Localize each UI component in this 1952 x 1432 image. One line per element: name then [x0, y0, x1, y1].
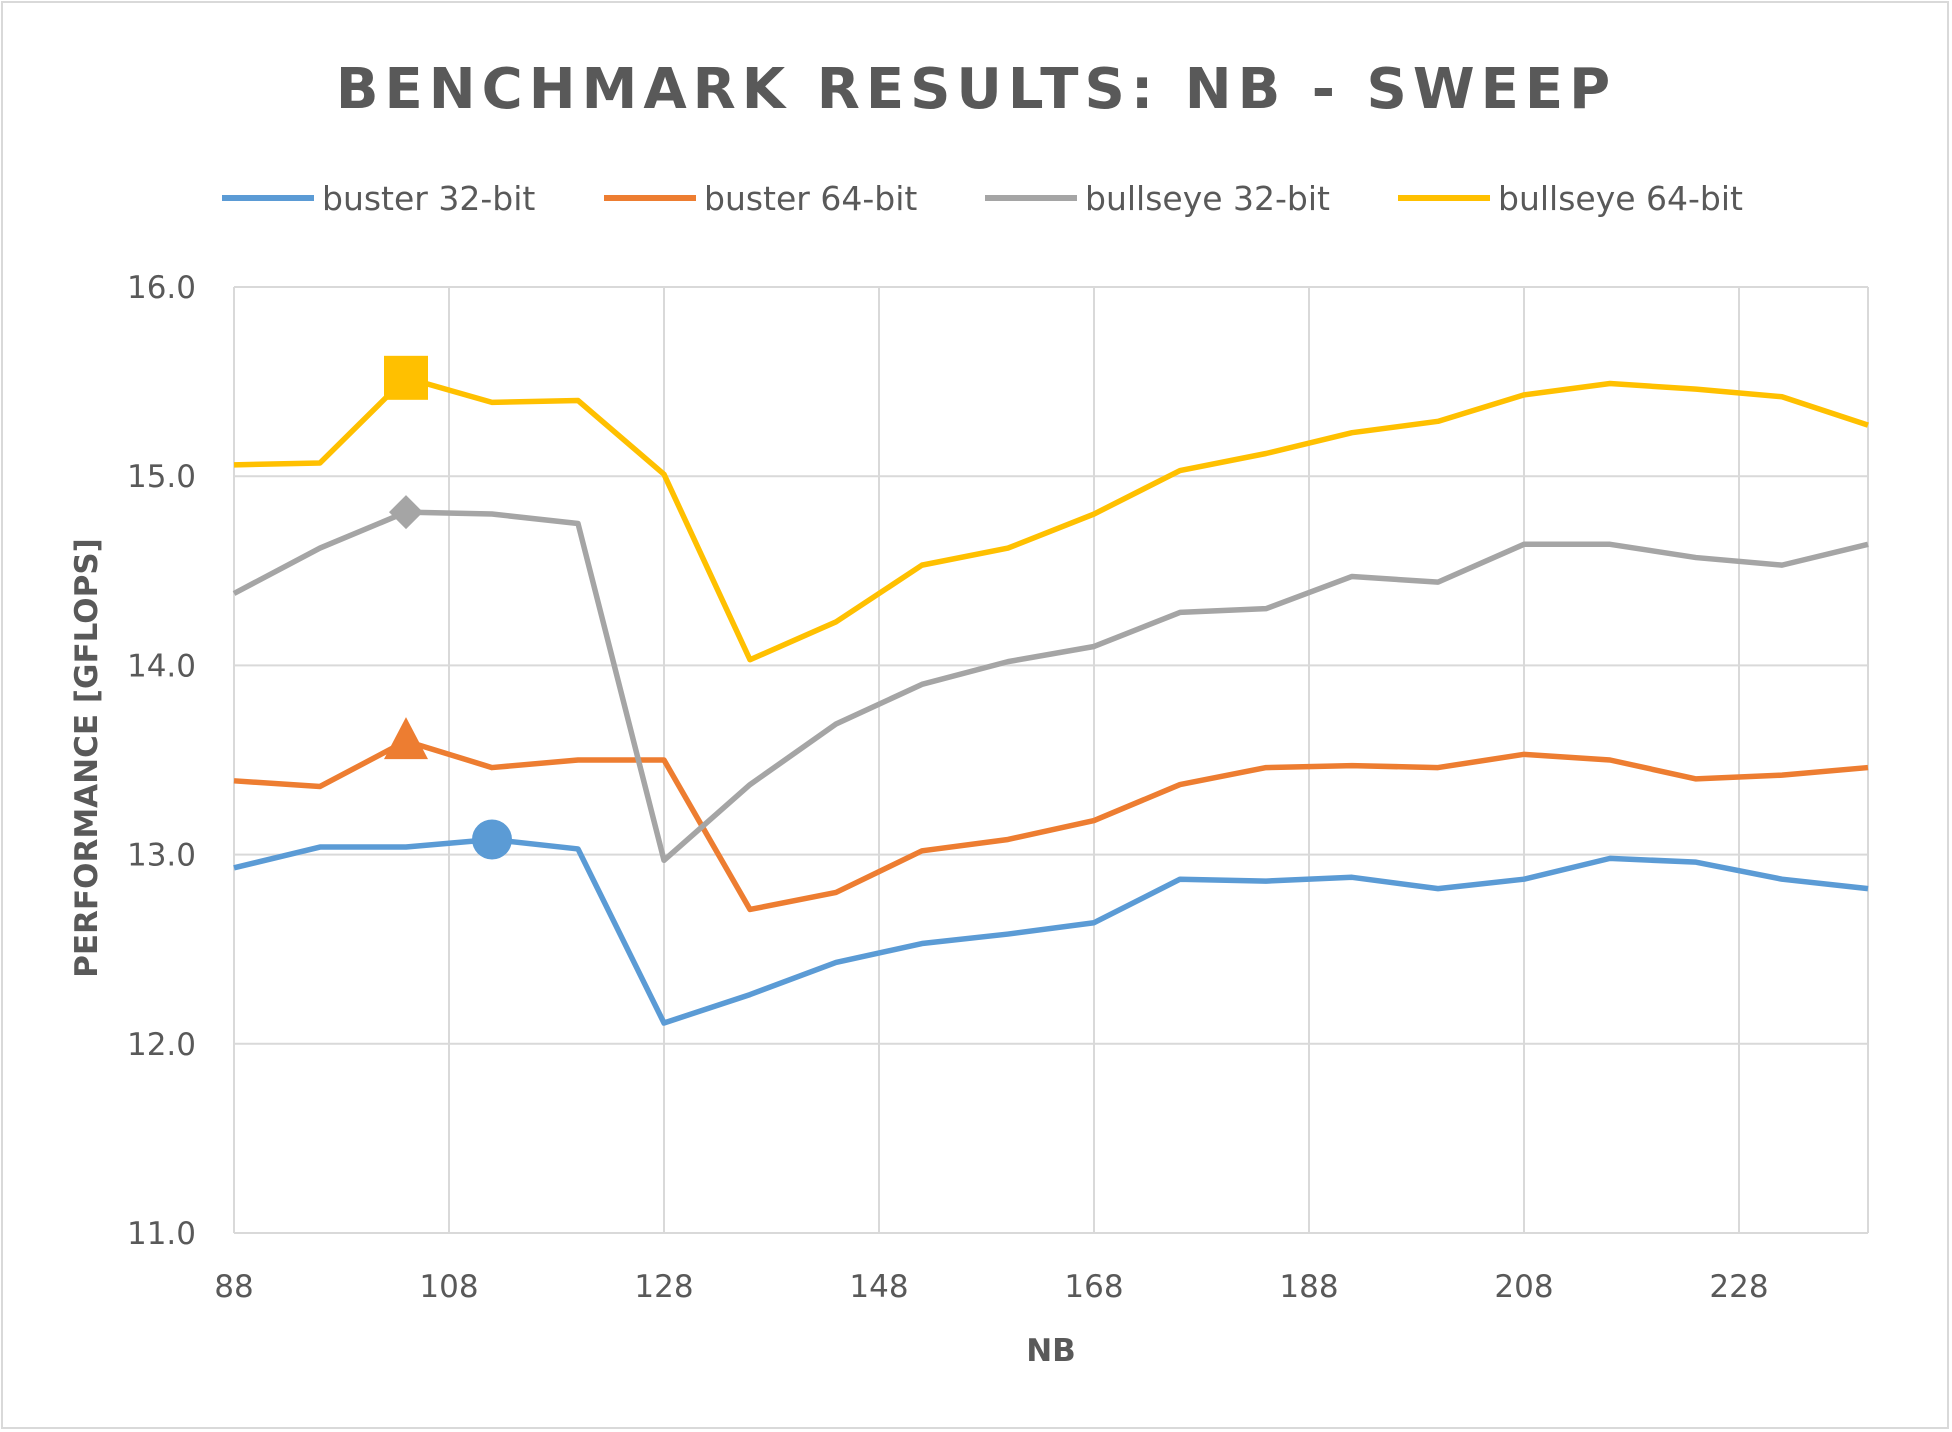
y-tick-label: 12.0	[127, 1027, 196, 1063]
legend-label: buster 64-bit	[704, 179, 917, 218]
series-markers	[384, 355, 512, 860]
x-tick-label: 108	[419, 1269, 478, 1305]
x-axis-title: NB	[1026, 1333, 1076, 1369]
chart-title: BENCHMARK RESULTS: NB - SWEEP	[336, 57, 1616, 122]
y-axis-ticks: 11.0 12.0 13.0 14.0 15.0 16.0	[127, 270, 196, 1252]
y-tick-label: 13.0	[127, 838, 196, 874]
marker-buster-64-bit	[384, 717, 428, 760]
marker-buster-32-bit	[472, 819, 512, 860]
x-tick-label: 148	[849, 1269, 908, 1305]
marker-bullseye-32-bit	[389, 495, 423, 530]
y-tick-label: 15.0	[127, 459, 196, 495]
series-lines	[232, 375, 1869, 1026]
legend-label: buster 32-bit	[322, 179, 535, 218]
marker-bullseye-64-bit	[384, 355, 428, 400]
x-tick-label: 128	[634, 1269, 693, 1305]
series-line-buster-64-bit	[233, 738, 1869, 913]
series-line-buster-32-bit	[233, 836, 1869, 1026]
y-tick-label: 16.0	[127, 270, 196, 306]
y-tick-label: 14.0	[127, 648, 196, 684]
legend-label: bullseye 64-bit	[1498, 179, 1743, 218]
gridlines	[233, 286, 1869, 1234]
x-tick-label: 168	[1064, 1269, 1123, 1305]
x-tick-label: 188	[1279, 1269, 1338, 1305]
legend-label: bullseye 32-bit	[1085, 179, 1330, 218]
x-tick-label: 228	[1709, 1269, 1768, 1305]
series-line-bullseye-64-bit	[233, 375, 1869, 663]
series-line-bullseye-32-bit	[232, 509, 1869, 864]
x-tick-label: 208	[1494, 1269, 1553, 1305]
x-tick-label: 88	[214, 1269, 253, 1305]
y-axis-title: PERFORMANCE [GFLOPS]	[69, 538, 105, 978]
y-tick-label: 11.0	[127, 1216, 196, 1252]
legend: buster 32-bit buster 64-bit bullseye 32-bi…	[222, 179, 1743, 218]
x-axis-ticks: 88 108 128 148 168 188 208 228	[214, 1269, 1768, 1305]
